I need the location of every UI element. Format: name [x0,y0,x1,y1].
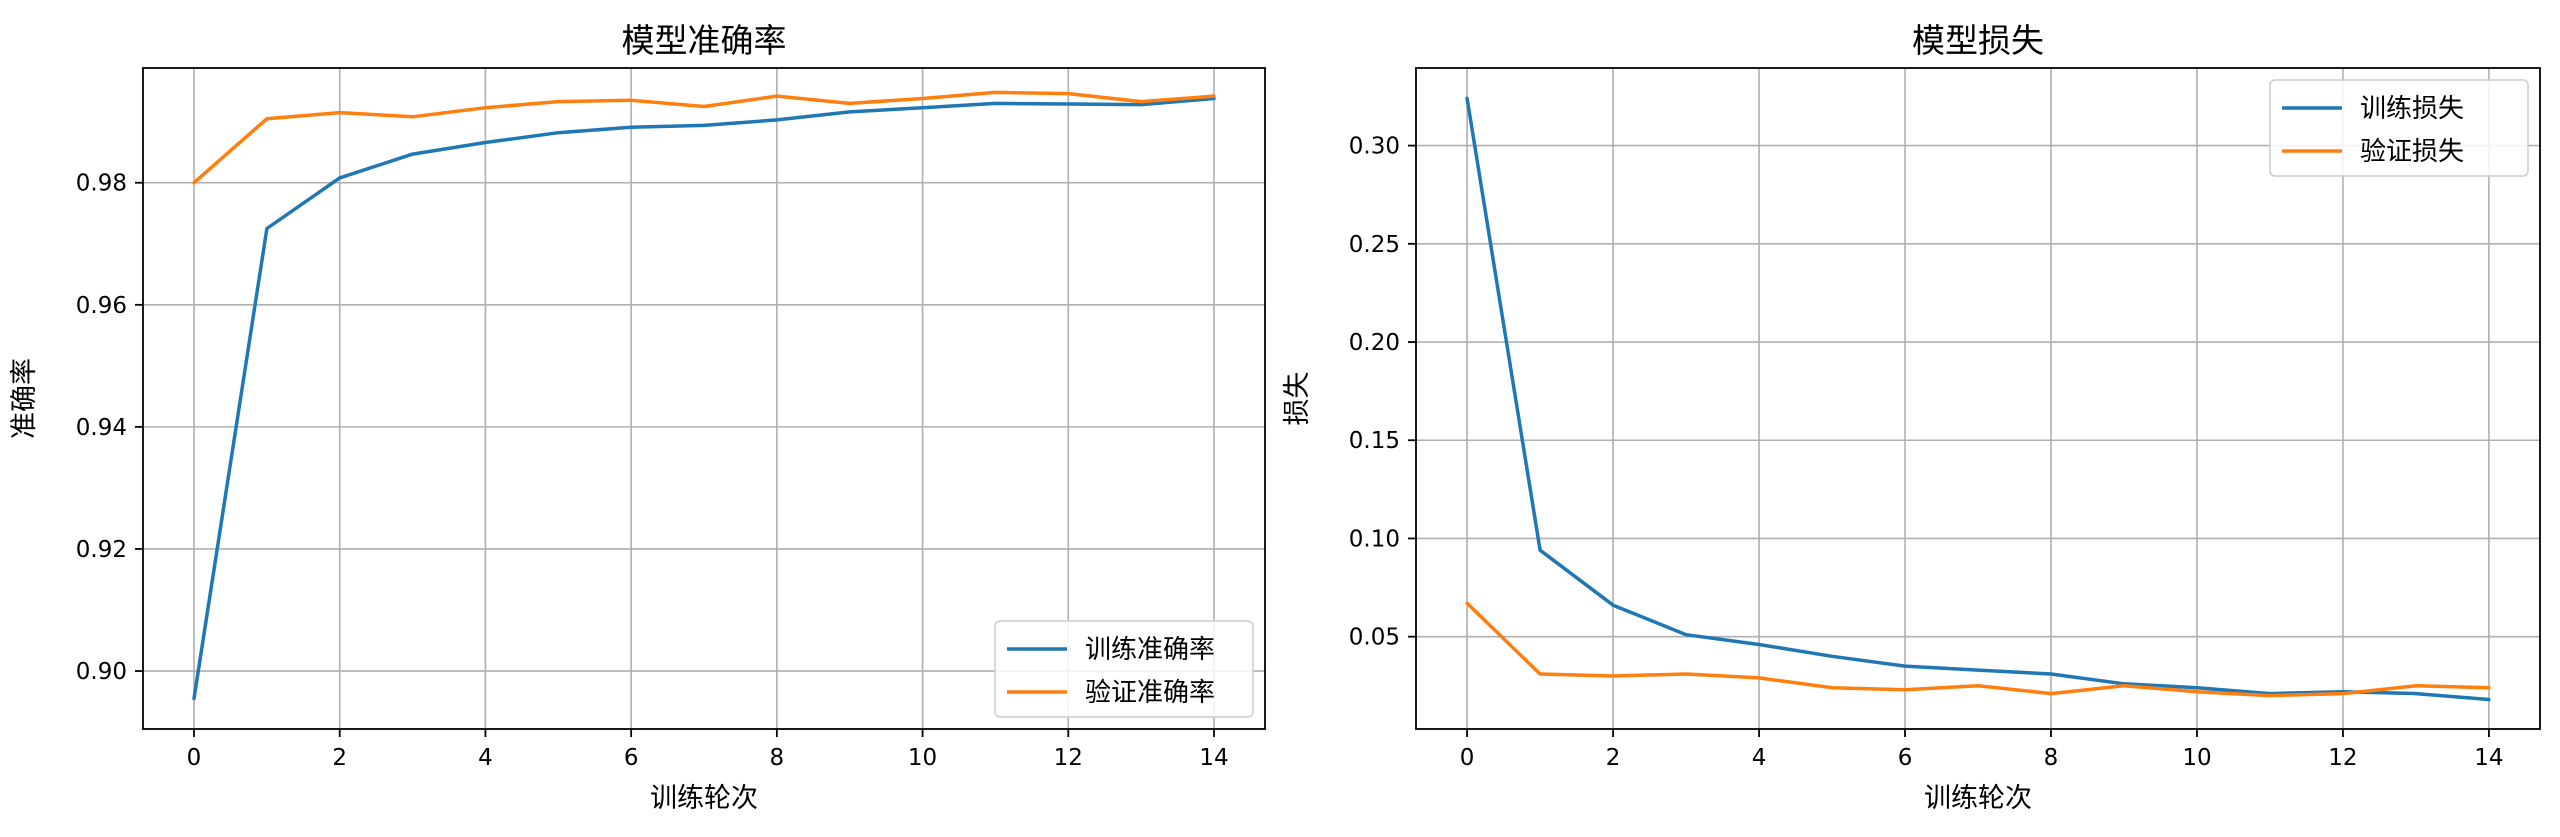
accuracy-legend-label-train: 训练准确率 [1085,635,1215,665]
loss-x-tick-label-10: 10 [2182,745,2211,771]
accuracy-series-line-val [192,90,1216,185]
loss-grid [1416,68,2540,729]
loss-y-tick-label-0: 0.05 [1349,625,1400,651]
accuracy-y-axis-label: 准确率 [9,358,40,439]
loss-x-tick-label-8: 8 [2044,745,2059,771]
loss-chart-title: 模型损失 [1912,21,2044,60]
loss-x-tick-label-2: 2 [1606,745,1621,771]
loss-y-tick-label-5: 0.30 [1349,134,1400,160]
loss-x-tick-label-12: 12 [2328,745,2357,771]
accuracy-grid [143,68,1265,729]
accuracy-series [192,90,1216,701]
accuracy-y-tick-label-0: 0.90 [76,659,127,685]
loss-x-tick-label-0: 0 [1460,745,1475,771]
loss-y-tick-label-4: 0.25 [1349,232,1400,258]
accuracy-x-tick-label-6: 6 [624,745,639,771]
accuracy-x-tick-label-2: 2 [332,745,347,771]
loss-y-axis-label: 损失 [1282,372,1313,426]
loss-series-line-val [1465,601,2491,698]
accuracy-x-tick-label-8: 8 [770,745,785,771]
loss-y-tick-label-1: 0.10 [1349,526,1400,552]
loss-ticks: 0 2 4 6 8 10 12 14 0.05 0.10 0.15 0.20 0.25 0.30 [1349,134,2504,771]
accuracy-legend-label-val: 验证准确率 [1085,678,1215,708]
accuracy-x-tick-label-14: 14 [1199,745,1228,771]
loss-y-tick-label-2: 0.15 [1349,428,1400,454]
loss-x-axis-label: 训练轮次 [1924,783,2032,814]
loss-series [1465,96,2491,702]
loss-plot-frame [1415,67,2541,730]
accuracy-x-tick-label-10: 10 [908,745,937,771]
accuracy-plot-frame [142,67,1266,730]
loss-x-tick-label-14: 14 [2474,745,2503,771]
accuracy-chart-title: 模型准确率 [622,21,787,60]
accuracy-x-tick-label-0: 0 [187,745,202,771]
loss-y-tick-label-3: 0.20 [1349,330,1400,356]
loss-series-line-train [1465,96,2491,702]
accuracy-y-tick-label-3: 0.96 [76,293,127,319]
accuracy-y-tick-label-1: 0.92 [76,537,127,563]
accuracy-x-tick-label-12: 12 [1054,745,1083,771]
accuracy-y-tick-label-2: 0.94 [76,415,127,441]
accuracy-legend: 训练准确率 验证准确率 [994,620,1254,718]
loss-x-tick-label-4: 4 [1752,745,1767,771]
accuracy-series-line-train [192,96,1216,701]
accuracy-y-tick-label-4: 0.98 [76,171,127,197]
loss-legend-label-val: 验证损失 [2360,137,2464,167]
loss-x-tick-label-6: 6 [1898,745,1913,771]
accuracy-chart: 模型准确率 0 2 4 6 8 10 12 14 0.90 0.92 0.94 0.96 0.98 训练… [9,21,1266,814]
accuracy-x-tick-label-4: 4 [478,745,493,771]
accuracy-ticks: 0 2 4 6 8 10 12 14 0.90 0.92 0.94 0.96 0.98 [76,171,1229,771]
loss-chart: 模型损失 0 2 4 6 8 10 12 14 0.05 0.10 0.15 0.20 0.25 0.30… [1282,21,2541,814]
loss-legend-label-train: 训练损失 [2360,94,2464,124]
loss-legend: 训练损失 验证损失 [2269,79,2529,177]
accuracy-x-axis-label: 训练轮次 [650,783,758,814]
